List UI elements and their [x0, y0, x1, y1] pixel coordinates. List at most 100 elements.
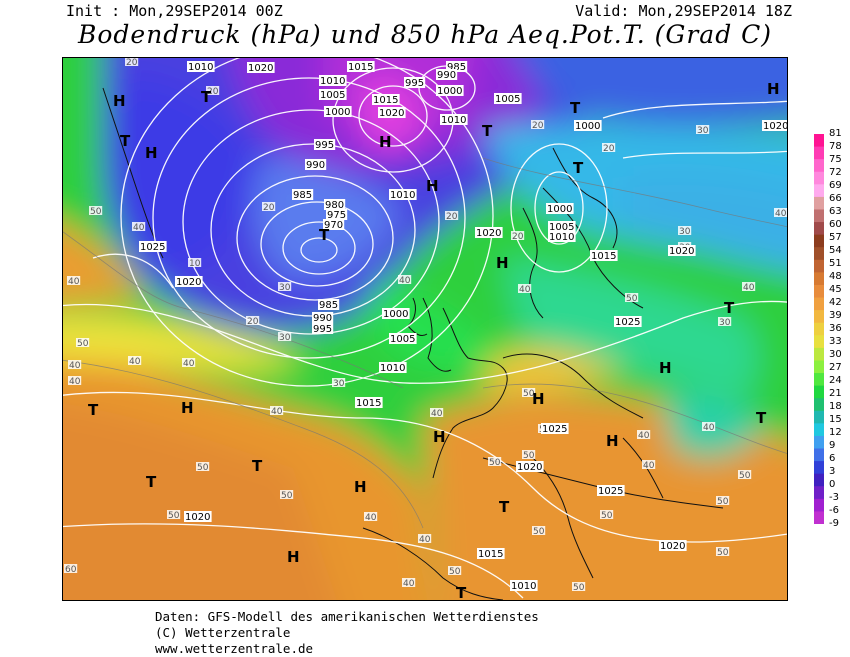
isobar-label: 1010	[379, 362, 407, 374]
theta-label: 20	[206, 86, 220, 97]
low-pressure-marker: T	[573, 159, 584, 177]
colorbar-swatch	[814, 486, 824, 500]
isobar-label: 1010	[187, 61, 215, 73]
isobar-label: 1025	[614, 316, 642, 328]
svg-text:50: 50	[489, 458, 501, 468]
svg-text:40: 40	[69, 361, 81, 371]
weather-map: 20 20 20 30 20 20 20 20 30 30 40 50 40 10 40 30 20 30 40 50…	[62, 57, 788, 601]
svg-text:995: 995	[315, 140, 334, 151]
isobar-label: 1025	[541, 423, 569, 435]
low-pressure-marker: T	[570, 99, 581, 117]
svg-text:1020: 1020	[379, 108, 404, 119]
svg-text:1005: 1005	[390, 334, 415, 345]
theta-label: 30	[278, 332, 292, 343]
colorbar-swatch	[814, 134, 824, 148]
colorbar-label: 3	[829, 466, 836, 477]
svg-text:40: 40	[743, 283, 755, 293]
svg-text:50: 50	[197, 463, 209, 473]
svg-text:40: 40	[183, 359, 195, 369]
colorbar-swatch	[814, 222, 824, 236]
isobar-label: 1015	[347, 61, 375, 73]
colorbar-swatch	[814, 310, 824, 324]
colorbar-swatch	[814, 410, 824, 424]
svg-text:980: 980	[325, 200, 344, 211]
svg-text:20: 20	[207, 87, 219, 97]
colorbar-label: 30	[829, 349, 842, 360]
theta-label: 50	[522, 388, 536, 399]
theta-label: 40	[68, 360, 82, 371]
colorbar-swatch	[814, 209, 824, 223]
svg-text:50: 50	[77, 339, 89, 349]
theta-label: 40	[418, 534, 432, 545]
high-pressure-marker: H	[426, 177, 439, 195]
colorbar	[814, 134, 824, 524]
theta-label: 50	[488, 457, 502, 468]
theta-label: 50	[738, 470, 752, 481]
colorbar-swatch	[814, 347, 824, 361]
isobar-label: 1015	[372, 94, 400, 106]
svg-text:40: 40	[129, 357, 141, 367]
colorbar-swatch	[814, 511, 824, 524]
isobar-label: 1010	[389, 189, 417, 201]
theta-label: 20	[531, 120, 545, 131]
theta-label: 50	[716, 547, 730, 558]
svg-text:50: 50	[90, 207, 102, 217]
theta-label: 40	[132, 222, 146, 233]
isobar-label: 990	[436, 69, 458, 81]
colorbar-label: 45	[829, 284, 842, 295]
low-pressure-marker: T	[756, 409, 767, 427]
svg-text:30: 30	[719, 318, 731, 328]
high-pressure-marker: H	[606, 432, 619, 450]
svg-text:30: 30	[697, 126, 709, 136]
svg-text:30: 30	[679, 227, 691, 237]
high-pressure-marker: H	[145, 144, 158, 162]
svg-text:50: 50	[573, 583, 585, 593]
low-pressure-marker: T	[724, 299, 735, 317]
theta-label: 40	[182, 358, 196, 369]
svg-text:40: 40	[271, 407, 283, 417]
high-pressure-marker: H	[181, 399, 194, 417]
svg-text:990: 990	[313, 313, 332, 324]
svg-text:20: 20	[446, 212, 458, 222]
isobar-label: 1005	[319, 89, 347, 101]
svg-text:50: 50	[717, 497, 729, 507]
footer-url[interactable]: www.wetterzentrale.de	[155, 641, 314, 656]
svg-text:1015: 1015	[478, 549, 503, 560]
isobar-label: 1020	[516, 461, 544, 473]
colorbar-swatch	[814, 272, 824, 286]
theta-label: 50	[167, 510, 181, 521]
svg-text:985: 985	[447, 62, 466, 73]
svg-text:1000: 1000	[383, 309, 408, 320]
high-pressure-marker: H	[113, 92, 126, 110]
isobar-label: 1015	[590, 250, 618, 262]
colorbar-label: 54	[829, 245, 842, 256]
isobar-label: 1015	[355, 397, 383, 409]
colorbar-swatch	[814, 247, 824, 261]
low-pressure-marker: T	[88, 401, 99, 419]
svg-text:20: 20	[247, 317, 259, 327]
svg-text:1000: 1000	[575, 121, 600, 132]
theta-label: 60	[64, 564, 78, 575]
svg-text:1005: 1005	[495, 94, 520, 105]
svg-text:40: 40	[365, 513, 377, 523]
svg-text:1015: 1015	[348, 62, 373, 73]
isobar-label: 1005	[494, 93, 522, 105]
svg-text:1010: 1010	[390, 190, 415, 201]
theta-label: 30	[718, 317, 732, 328]
theta-label: 20	[445, 211, 459, 222]
isobar-label: 1000	[546, 203, 574, 215]
colorbar-label: 69	[829, 180, 842, 191]
colorbar-label: 6	[829, 453, 836, 464]
svg-text:1010: 1010	[380, 363, 405, 374]
svg-text:1025: 1025	[542, 424, 567, 435]
svg-text:1000: 1000	[325, 107, 350, 118]
theta-label: 40	[364, 512, 378, 523]
high-pressure-marker: H	[287, 548, 300, 566]
isobar-label: 995	[312, 323, 334, 335]
colorbar-label: 21	[829, 388, 842, 399]
svg-text:50: 50	[533, 527, 545, 537]
theta-label: 20	[262, 202, 276, 213]
colorbar-swatch	[814, 171, 824, 185]
svg-text:40: 40	[775, 209, 787, 219]
theta-label: 40	[774, 208, 787, 219]
